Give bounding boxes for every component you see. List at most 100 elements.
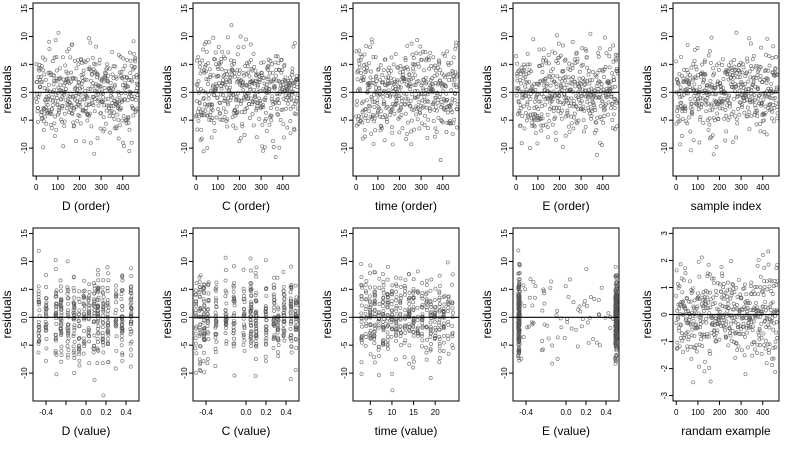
data-point [69,70,74,75]
data-point [613,324,618,328]
data-point [417,64,421,69]
data-point [707,272,712,277]
data-point [530,303,535,308]
data-point [697,274,702,279]
data-point [524,72,529,77]
data-point [60,55,65,60]
data-point [60,103,65,108]
data-point [53,267,58,272]
data-point [546,135,550,140]
data-point [135,85,140,90]
data-point [42,119,46,124]
data-point [36,289,41,294]
data-point [557,105,562,110]
data-point [259,60,264,65]
data-point [233,113,238,118]
data-point [699,105,704,110]
data-point [719,271,724,276]
data-point [708,305,713,310]
data-point [747,69,752,74]
data-point [743,372,748,377]
data-point [723,91,728,96]
x-axis-label: D (value) [62,424,111,438]
data-point [242,348,247,353]
data-point [285,78,290,83]
data-point [44,337,49,342]
data-point [437,309,442,314]
data-point [41,107,46,112]
data-point [359,54,364,59]
data-point [611,74,616,79]
data-point [74,139,78,144]
data-point [390,106,395,111]
data-point [194,370,198,375]
data-point [49,122,54,127]
data-point [771,346,776,350]
data-point [574,50,579,55]
data-point [522,104,526,109]
data-point [530,85,535,90]
data-point [767,342,772,347]
data-point [381,94,386,99]
data-point [120,118,125,123]
data-point [426,99,431,104]
data-point [214,81,219,86]
data-point [193,346,198,351]
data-point [399,112,404,117]
data-point [542,83,547,88]
data-point [427,66,432,71]
data-point [72,58,77,63]
data-point [449,101,454,106]
data-point [120,353,125,357]
y-tick-label: 10 [340,256,349,265]
data-point [591,103,596,108]
data-point [214,87,219,92]
data-point [686,334,691,339]
data-point [214,339,219,344]
data-point [249,57,253,62]
data-point [381,283,386,288]
data-point [196,118,201,123]
data-point [708,351,713,356]
data-point [450,131,455,136]
data-point [205,307,210,312]
y-tick-label: 0.0 [20,311,29,323]
y-tick-label: -5 [180,341,189,349]
data-point [594,74,599,79]
plot-frame [512,2,620,177]
data-point [276,61,281,66]
data-point [86,103,91,107]
y-axis-label: residuals [320,65,334,113]
data-point [728,101,733,106]
data-point [434,108,439,113]
data-point [449,88,454,93]
data-point [386,300,390,305]
data-point [293,101,298,106]
data-point [241,87,246,92]
data-point [270,62,274,67]
data-point [559,325,564,330]
data-point [559,83,564,88]
data-point [711,302,715,306]
data-point [91,350,96,355]
data-point [445,333,450,338]
data-point [707,349,712,353]
data-point [234,104,239,109]
data-point [197,275,202,280]
y-tick-label: -3 [660,391,669,399]
data-point [371,55,376,59]
data-point [690,101,694,106]
data-point [741,332,746,336]
data-point [437,297,442,302]
data-point [294,295,299,300]
data-point [702,295,707,300]
data-point [578,86,583,91]
data-point [201,312,206,317]
data-point [202,350,206,355]
data-point [573,84,578,89]
data-point [595,115,600,120]
data-point [36,66,41,71]
data-point [72,348,77,353]
data-point [577,69,582,74]
x-tick-label: 0 [674,183,679,192]
